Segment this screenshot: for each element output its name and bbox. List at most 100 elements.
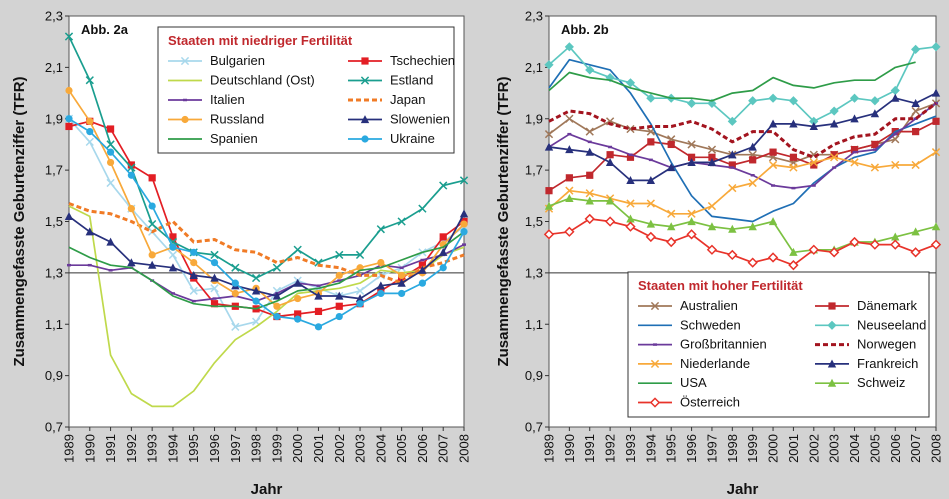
data-point <box>127 171 135 179</box>
x-tick-label: 1993 <box>145 434 160 463</box>
data-point <box>911 160 920 170</box>
data-point <box>605 73 615 83</box>
legend-swatch-marker <box>827 320 837 330</box>
series-spanien <box>68 231 465 310</box>
data-point <box>789 153 798 161</box>
legend-item: Neuseeland <box>815 317 926 332</box>
data-point <box>810 161 818 169</box>
data-point <box>106 125 115 133</box>
legend-title: Staaten mit hoher Fertilität <box>638 278 803 293</box>
data-point <box>667 222 676 231</box>
x-tick-label: 1998 <box>725 434 740 463</box>
series-line <box>68 213 465 300</box>
x-tick-label: 1997 <box>228 434 243 463</box>
data-point <box>335 291 344 300</box>
data-point <box>127 161 135 169</box>
data-point <box>686 229 697 240</box>
series-line <box>68 90 465 308</box>
data-point <box>667 140 675 149</box>
data-point <box>460 220 468 228</box>
data-point <box>850 114 859 123</box>
legend-label: Australien <box>680 298 738 313</box>
data-point <box>585 196 594 205</box>
legend-label: Frankreich <box>857 356 918 371</box>
data-point <box>728 183 737 193</box>
data-point <box>272 291 282 300</box>
x-tick-label: 2008 <box>929 434 944 463</box>
data-point <box>911 227 920 236</box>
data-point <box>273 302 281 310</box>
data-point <box>148 219 157 229</box>
legend-swatch-marker <box>827 378 837 387</box>
legend-item: Tschechien <box>348 53 455 68</box>
legend-item: Russland <box>168 112 264 127</box>
x-tick-label: 1996 <box>207 434 222 463</box>
data-point <box>687 217 696 226</box>
data-point <box>148 251 156 259</box>
legend-swatch-marker <box>827 359 837 368</box>
y-tick-label: 1,9 <box>45 111 63 126</box>
data-point <box>585 65 595 75</box>
data-point <box>565 145 574 154</box>
y-tick-label: 1,1 <box>45 317 63 332</box>
series-line <box>68 118 465 328</box>
legend-item: Großbritannien <box>638 337 767 352</box>
data-point <box>585 127 594 136</box>
data-point <box>356 300 364 308</box>
data-point <box>106 140 115 149</box>
data-point <box>418 279 427 287</box>
x-tick-label: 1996 <box>684 434 699 463</box>
data-point <box>189 286 198 295</box>
data-point <box>911 106 920 116</box>
data-point <box>890 239 901 250</box>
data-point <box>728 161 736 169</box>
data-point <box>251 273 261 283</box>
data-point <box>828 247 840 258</box>
legend-swatch-marker <box>361 135 369 143</box>
legend: Staaten mit niedriger Fertilität Bulgarie… <box>157 26 455 154</box>
series-line <box>548 58 937 223</box>
legend-swatch-marker <box>360 115 370 124</box>
y-tick-label: 1,5 <box>45 214 63 229</box>
x-tick-label: 2003 <box>353 434 368 463</box>
data-point <box>768 160 778 170</box>
legend-swatch-marker <box>649 397 661 408</box>
data-point <box>273 312 281 321</box>
data-point <box>870 163 880 172</box>
x-tick-label: 1990 <box>82 434 97 463</box>
data-point <box>565 174 573 182</box>
data-point <box>727 116 737 126</box>
x-tick-label: 2007 <box>436 434 451 463</box>
legend-label: Großbritannien <box>680 337 767 352</box>
data-point <box>564 42 574 52</box>
panel-label: Abb. 2a <box>81 22 129 37</box>
legend-item: Schweiz <box>815 375 905 390</box>
legend-item: Japan <box>348 92 425 107</box>
legend-label: Österreich <box>680 395 740 410</box>
legend-label: Spanien <box>210 131 258 146</box>
data-point <box>789 119 798 128</box>
data-point <box>544 201 554 210</box>
legend-label: Bulgarien <box>210 53 265 68</box>
data-point <box>667 209 676 218</box>
legend-label: Neuseeland <box>857 317 926 332</box>
series-japan <box>68 202 465 285</box>
data-point <box>891 160 900 170</box>
data-point <box>931 148 941 157</box>
data-point <box>355 286 365 295</box>
data-point <box>830 153 839 162</box>
legend-swatch-marker <box>361 57 369 65</box>
x-tick-label: 1995 <box>664 434 679 463</box>
data-point <box>439 233 447 241</box>
data-point <box>314 307 323 316</box>
data-point <box>646 93 656 103</box>
series-usa <box>548 61 916 102</box>
legend-item: Italien <box>168 92 245 107</box>
data-point <box>168 263 178 272</box>
data-point <box>849 93 860 103</box>
legend-item: Australien <box>638 298 738 313</box>
data-point <box>335 250 344 260</box>
legend-item: Frankreich <box>815 356 918 371</box>
y-tick-label: 2,3 <box>45 9 63 24</box>
